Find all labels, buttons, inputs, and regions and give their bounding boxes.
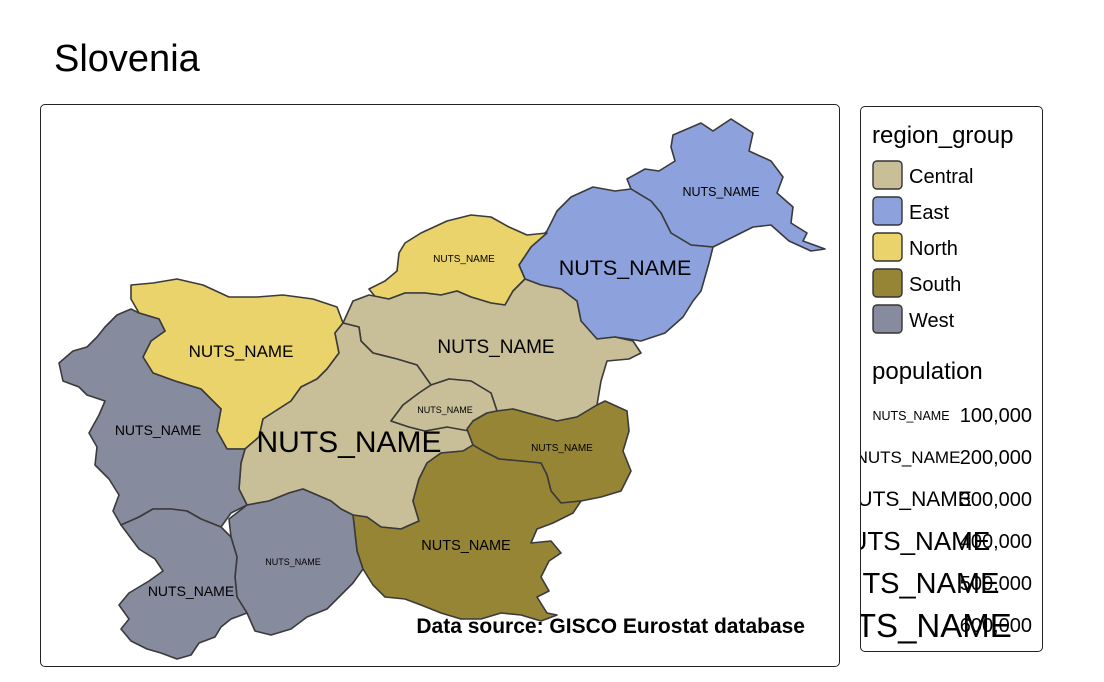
legend-population-item-1: NUTS_NAME 100,000 <box>872 405 1032 427</box>
legend-population-sample: NUTS_NAME <box>872 409 949 423</box>
region-label-goriska: NUTS_NAME <box>115 422 201 438</box>
region-pomurska[interactable] <box>626 118 826 252</box>
legend-population-sample: NUTS_NAME <box>861 448 960 467</box>
legend-item-north: North <box>872 232 958 262</box>
legend-swatch-east <box>872 196 903 226</box>
legend-item-south: South <box>872 268 961 298</box>
legend-panel: region_group Central East North South We… <box>860 106 1043 652</box>
region-label-podravska: NUTS_NAME <box>559 256 692 280</box>
legend-population-sample: NUTS_NAME <box>861 568 999 600</box>
legend-population-value: 500,000 <box>960 573 1032 595</box>
region-label-savinjska: NUTS_NAME <box>437 337 554 358</box>
legend-population-title: population <box>872 358 983 385</box>
legend-population-value: 300,000 <box>960 489 1032 511</box>
legend-swatch-south <box>872 268 903 298</box>
page-title: Slovenia <box>54 38 200 80</box>
legend-label-west: West <box>909 310 955 332</box>
legend-population-value: 200,000 <box>960 447 1032 469</box>
legend-population-item-4: NUTS_NAME 400,000 <box>861 526 1032 556</box>
legend-item-east: East <box>872 196 949 226</box>
legend-population-value: 600,000 <box>960 615 1032 637</box>
legend-population-sample: NUTS_NAME <box>861 526 990 556</box>
region-label-koroska: NUTS_NAME <box>433 254 495 265</box>
region-label-gorenjska: NUTS_NAME <box>189 342 294 361</box>
legend-swatch-north <box>872 232 903 262</box>
legend-population-value: 100,000 <box>960 405 1032 427</box>
legend-region-title: region_group <box>872 122 1013 149</box>
legend-population-item-6: NUTS_NAME 600,000 <box>861 607 1032 644</box>
legend-swatch-central <box>872 160 903 190</box>
region-label-primorsko-notranjska: NUTS_NAME <box>265 557 321 567</box>
legend-label-central: Central <box>909 166 973 188</box>
region-label-obalno-kraska: NUTS_NAME <box>148 583 234 599</box>
region-label-posavska: NUTS_NAME <box>531 443 593 454</box>
legend-label-east: East <box>909 202 949 224</box>
region-label-zasavska: NUTS_NAME <box>417 405 473 415</box>
legend-population-item-5: NUTS_NAME 500,000 <box>861 568 1032 600</box>
legend-swatch-west <box>872 304 903 334</box>
region-label-osrednjeslovenska: NUTS_NAME <box>256 426 441 459</box>
legend-label-north: North <box>909 238 958 260</box>
legend-item-west: West <box>872 304 955 334</box>
legend-label-south: South <box>909 274 961 296</box>
region-label-pomurska: NUTS_NAME <box>682 185 759 199</box>
map-svg: NUTS_NAME NUTS_NAME NUTS_NAME NUTS_NAME … <box>58 118 826 660</box>
legend-population-item-3: NUTS_NAME 300,000 <box>861 488 1032 511</box>
region-label-jugovzhodna: NUTS_NAME <box>421 538 511 554</box>
legend-population-item-2: NUTS_NAME 200,000 <box>861 447 1032 469</box>
map-panel: NUTS_NAME NUTS_NAME NUTS_NAME NUTS_NAME … <box>40 104 840 667</box>
legend-population-sample: NUTS_NAME <box>861 488 972 511</box>
legend-svg: region_group Central East North South We… <box>861 122 1032 644</box>
legend-population-sample: NUTS_NAME <box>861 607 1012 644</box>
region-obalno-kraska[interactable] <box>118 508 248 660</box>
legend-population-value: 400,000 <box>960 531 1032 553</box>
legend-item-central: Central <box>872 160 973 190</box>
